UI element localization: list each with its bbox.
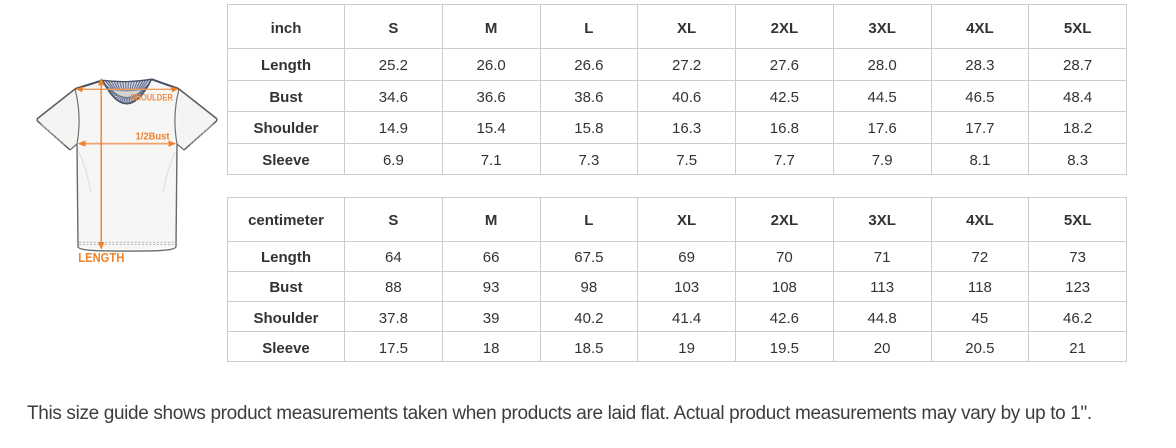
svg-text:LENGTH: LENGTH — [78, 251, 124, 265]
svg-text:SHOULDER: SHOULDER — [130, 92, 173, 103]
svg-text:1/2Bust: 1/2Bust — [136, 131, 170, 143]
